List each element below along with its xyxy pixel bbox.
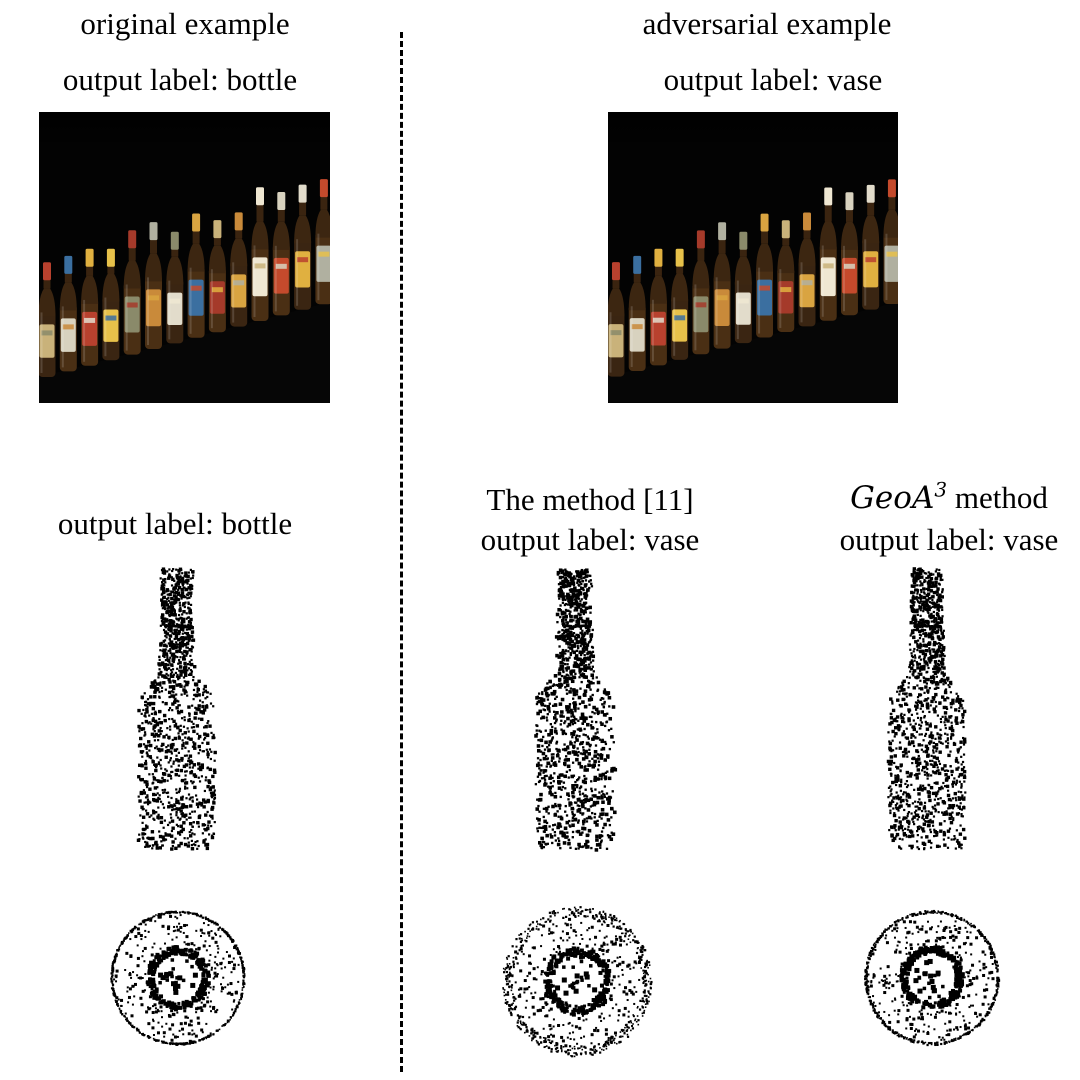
method11-title: The method [11] bbox=[486, 482, 694, 517]
column-divider bbox=[400, 32, 403, 1072]
original-heading: original example bbox=[80, 6, 290, 41]
bottle-mark bbox=[166, 231, 184, 344]
geoa3-method-word: method bbox=[954, 480, 1048, 515]
method11-bottle-side-cloud bbox=[530, 566, 620, 852]
adversarial-heading: adversarial example bbox=[642, 6, 892, 41]
original-image-label: output label: bottle bbox=[62, 62, 298, 97]
geoa3-label: output label: vase bbox=[839, 522, 1059, 557]
original-bottles-photo bbox=[39, 112, 330, 403]
bottle-mark bbox=[102, 248, 120, 361]
geoa3-name: GeoA bbox=[850, 480, 935, 516]
geoa3-bottle-side-cloud bbox=[882, 566, 972, 851]
original-bottle-side-cloud bbox=[132, 566, 222, 851]
bottle-mark bbox=[608, 262, 625, 377]
bottle-mark bbox=[39, 262, 56, 377]
adversarial-image-label: output label: vase bbox=[663, 62, 883, 97]
bottle-mark bbox=[123, 230, 141, 355]
bottle-mark bbox=[649, 248, 667, 366]
geoa3-title: GeoA3 method bbox=[820, 480, 1078, 516]
bottle-mark bbox=[692, 230, 710, 355]
bottle-mark bbox=[777, 220, 795, 332]
bottle-mark bbox=[59, 255, 77, 372]
method11-bottle-top-cloud bbox=[500, 904, 655, 1059]
adversarial-bottles-photo bbox=[608, 112, 898, 403]
original-cloud-label: output label: bottle bbox=[57, 506, 293, 541]
bottle-mark bbox=[628, 255, 646, 372]
original-bottle-top-cloud bbox=[108, 908, 248, 1048]
bottle-mark bbox=[81, 248, 99, 366]
bottle-mark bbox=[734, 231, 752, 344]
geoa3-bottle-top-cloud bbox=[862, 908, 1002, 1048]
geoa3-superscript: 3 bbox=[934, 477, 948, 502]
bottle-mark bbox=[187, 213, 205, 338]
bottle-mark bbox=[671, 248, 689, 360]
bottle-mark bbox=[713, 222, 731, 349]
method11-label: output label: vase bbox=[480, 522, 700, 557]
